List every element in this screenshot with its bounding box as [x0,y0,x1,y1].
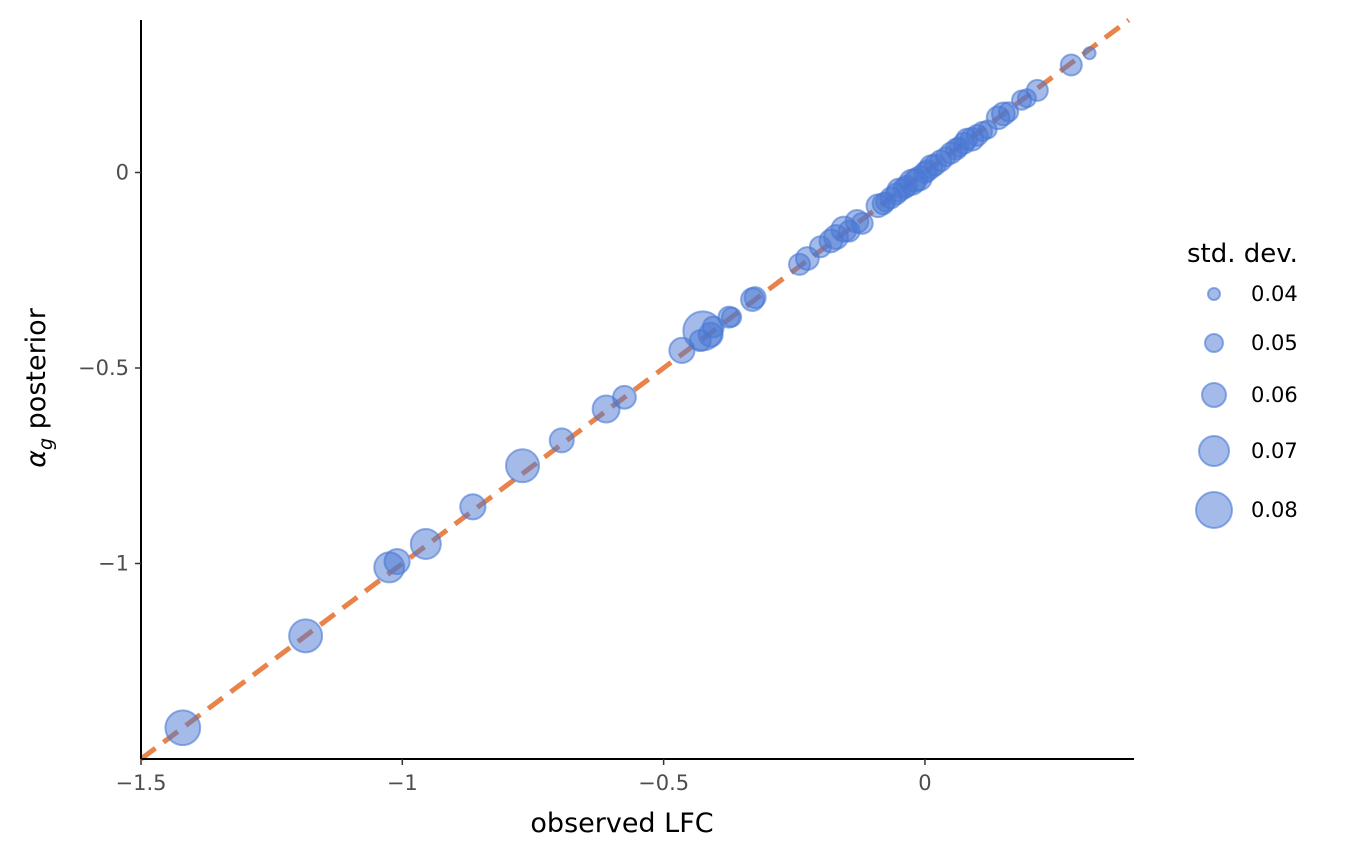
y-axis-label-text: posterior [21,307,52,438]
data-point [1025,78,1049,102]
data-point [591,394,621,424]
y-tick-label: −0.5 [78,356,129,380]
legend: std. dev. 0.04 0.05 0.06 0.07 0.08 [1187,239,1298,529]
x-tick-label: −1 [387,771,418,795]
data-point [850,211,874,235]
legend-entry: 0.05 [1204,331,1298,355]
legend-entry-label: 0.08 [1251,498,1298,522]
legend-size-marker [1195,491,1233,529]
data-point [288,618,324,654]
y-tick-label: 0 [116,160,129,184]
legend-entry-label: 0.06 [1251,383,1298,407]
x-tick-label: −0.5 [638,771,689,795]
x-axis-ticks: −1.5 −1 −0.5 0 [116,759,932,795]
legend-entries: 0.04 0.05 0.06 0.07 0.08 [1195,282,1298,529]
legend-size-marker [1204,333,1224,353]
legend-entry: 0.06 [1201,382,1298,408]
data-point [612,384,637,410]
data-point [548,427,575,454]
data-point [459,493,487,521]
y-axis-label: αg posterior [21,307,57,468]
legend-size-marker [1201,382,1227,408]
data-point [164,709,202,747]
data-point [1082,46,1097,61]
y-axis-ticks: −1 −0.5 0 [78,160,141,575]
data-point [409,527,442,560]
y-axis-label-subscript: g [35,438,57,450]
y-tick-label: −1 [98,551,129,575]
legend-entry-label: 0.05 [1251,331,1298,355]
legend-entry-label: 0.04 [1251,282,1298,306]
legend-entry: 0.08 [1195,491,1298,529]
legend-entry: 0.04 [1207,282,1298,306]
data-point [383,547,411,576]
legend-title: std. dev. [1187,239,1298,269]
legend-entry-label: 0.07 [1251,439,1298,463]
legend-size-marker [1207,287,1221,301]
data-point [743,286,767,310]
y-axis-label-symbol: α [21,450,52,468]
x-tick-label: 0 [918,771,931,795]
data-point [505,448,541,484]
data-point [1059,53,1083,77]
x-axis-label: observed LFC [530,808,713,839]
legend-size-marker [1198,435,1230,467]
data-point [720,306,743,328]
legend-entry: 0.07 [1198,435,1298,467]
data-point [997,101,1020,123]
x-tick-label: −1.5 [116,771,167,795]
points-layer [164,46,1097,747]
